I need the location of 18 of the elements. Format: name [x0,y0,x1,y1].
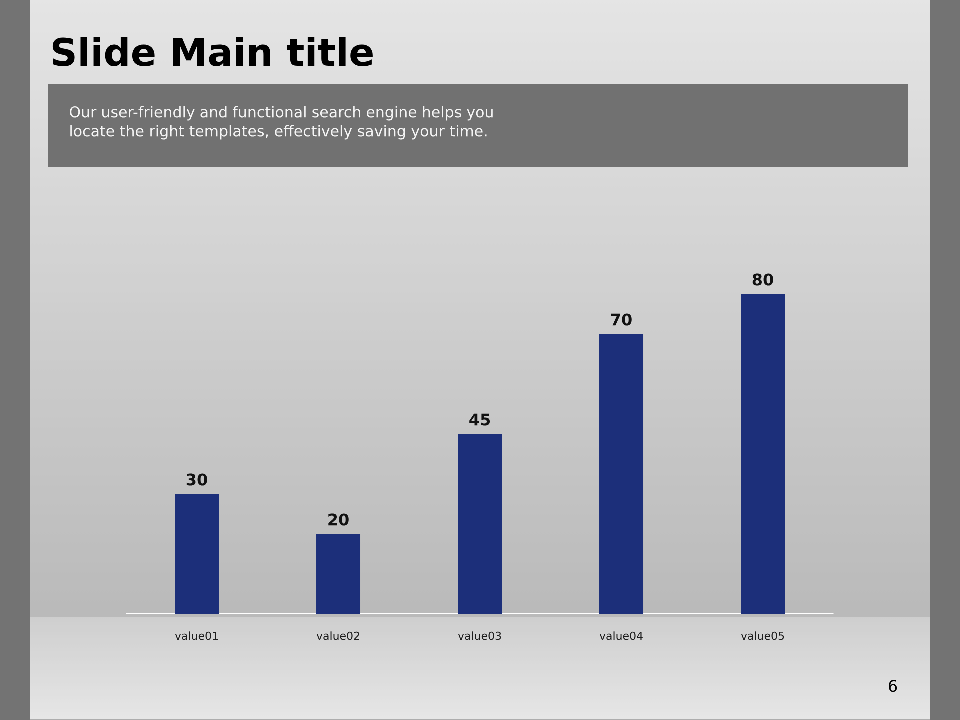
bar [600,334,644,614]
bar [316,534,361,614]
x-tick-label: value03 [458,632,502,640]
x-tick-label: value04 [600,632,643,640]
bar [458,434,502,614]
bar [175,494,220,614]
data-label: 45 [470,414,490,426]
text: 6 [889,680,898,692]
x-tick-label: value02 [316,632,360,640]
data-label: 20 [328,514,349,526]
data-label: 70 [611,314,632,326]
chart-title: Slide Main title [52,37,373,67]
x-tick-label: value01 [175,632,218,640]
bar [741,294,786,614]
x-tick-label: value05 [741,632,784,640]
data-label: 80 [752,274,774,286]
chart-subtitle: Our user-friendly and functional search engine helps you locate the right templates, effectively saving your time. [70,106,493,140]
data-label: 30 [186,474,208,486]
